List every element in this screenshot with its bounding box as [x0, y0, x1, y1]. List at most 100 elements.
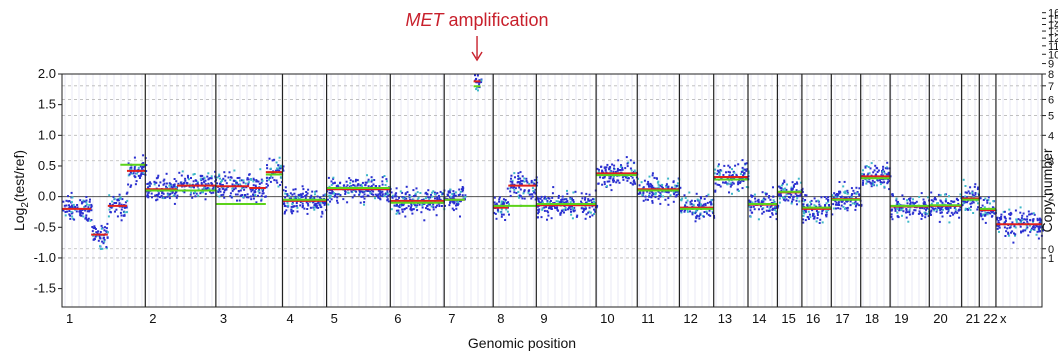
data-point [353, 184, 356, 187]
data-point [455, 204, 457, 207]
data-point [557, 194, 560, 197]
data-point [950, 211, 953, 214]
data-point [545, 205, 548, 208]
data-point [493, 196, 496, 199]
data-point [1028, 213, 1031, 216]
data-point [926, 212, 929, 215]
annotation-italic: MET [406, 10, 446, 30]
data-point [410, 209, 413, 212]
data-point [457, 203, 460, 205]
data-point [519, 195, 521, 198]
data-point [352, 180, 354, 183]
data-point [710, 199, 713, 202]
data-point [99, 245, 101, 248]
data-point [744, 162, 747, 165]
data-point [416, 209, 419, 212]
data-point [260, 195, 263, 198]
data-point [508, 203, 510, 206]
data-point [375, 185, 377, 187]
data-point [881, 181, 884, 184]
data-point [757, 198, 760, 201]
data-point [886, 167, 889, 170]
data-point [276, 181, 279, 184]
data-point [977, 186, 980, 189]
data-point [162, 197, 165, 200]
data-point [927, 208, 930, 210]
data-point [330, 198, 333, 201]
data-point [835, 195, 838, 198]
data-point [219, 183, 222, 186]
data-point [674, 191, 676, 194]
data-point [547, 214, 550, 217]
data-point [402, 197, 405, 200]
data-point [939, 212, 942, 214]
data-point [792, 195, 795, 198]
data-point [238, 176, 241, 179]
data-point [261, 179, 264, 182]
data-point [428, 198, 431, 201]
data-point [945, 206, 948, 209]
chromosome-label: 8 [497, 311, 504, 326]
data-point [768, 208, 771, 211]
data-point [332, 176, 335, 179]
data-point [266, 179, 268, 182]
data-point [967, 190, 970, 193]
data-point [569, 205, 572, 208]
data-points [62, 74, 1044, 250]
data-point [92, 227, 95, 230]
data-point [541, 201, 544, 204]
data-point [743, 172, 745, 175]
data-point [90, 205, 93, 208]
data-point [855, 203, 858, 206]
data-point [541, 199, 544, 202]
data-point [311, 197, 314, 200]
data-point [427, 189, 430, 192]
data-point [879, 183, 882, 186]
copy-number-tick-label: 2 [1048, 192, 1054, 204]
data-point [510, 174, 513, 177]
data-point [395, 209, 398, 212]
data-point [651, 172, 654, 175]
data-point [216, 176, 219, 179]
data-point [284, 192, 287, 195]
data-point [1037, 225, 1040, 228]
data-point [79, 212, 82, 215]
data-point [509, 187, 512, 190]
data-point [102, 242, 105, 245]
data-point [590, 199, 593, 202]
data-point [818, 203, 821, 206]
copy-number-tick-label: 0 [1048, 244, 1054, 256]
data-point [875, 184, 878, 187]
data-point [974, 192, 977, 194]
data-point [493, 201, 496, 204]
data-point [363, 201, 366, 204]
data-point [803, 200, 806, 203]
data-point [64, 214, 67, 217]
data-point [866, 174, 869, 177]
data-point [559, 213, 562, 216]
data-point [1023, 221, 1025, 224]
data-point [637, 192, 640, 195]
data-point [759, 205, 762, 208]
data-point [1015, 221, 1018, 224]
data-point [284, 186, 287, 189]
data-point [430, 193, 432, 196]
data-point [367, 185, 370, 188]
chromosome-label: 6 [394, 311, 401, 326]
data-point [85, 203, 88, 206]
data-point [930, 209, 933, 212]
data-point [778, 197, 781, 200]
data-point [1032, 218, 1035, 221]
data-point [580, 192, 583, 195]
data-point [322, 194, 325, 197]
data-point [593, 198, 596, 201]
data-point [870, 185, 873, 188]
data-point [339, 182, 341, 185]
data-point [946, 212, 949, 214]
data-point [667, 191, 670, 194]
data-point [698, 217, 701, 220]
data-point [785, 188, 788, 191]
data-point [742, 174, 745, 177]
data-point [761, 212, 764, 215]
data-point [124, 201, 127, 204]
